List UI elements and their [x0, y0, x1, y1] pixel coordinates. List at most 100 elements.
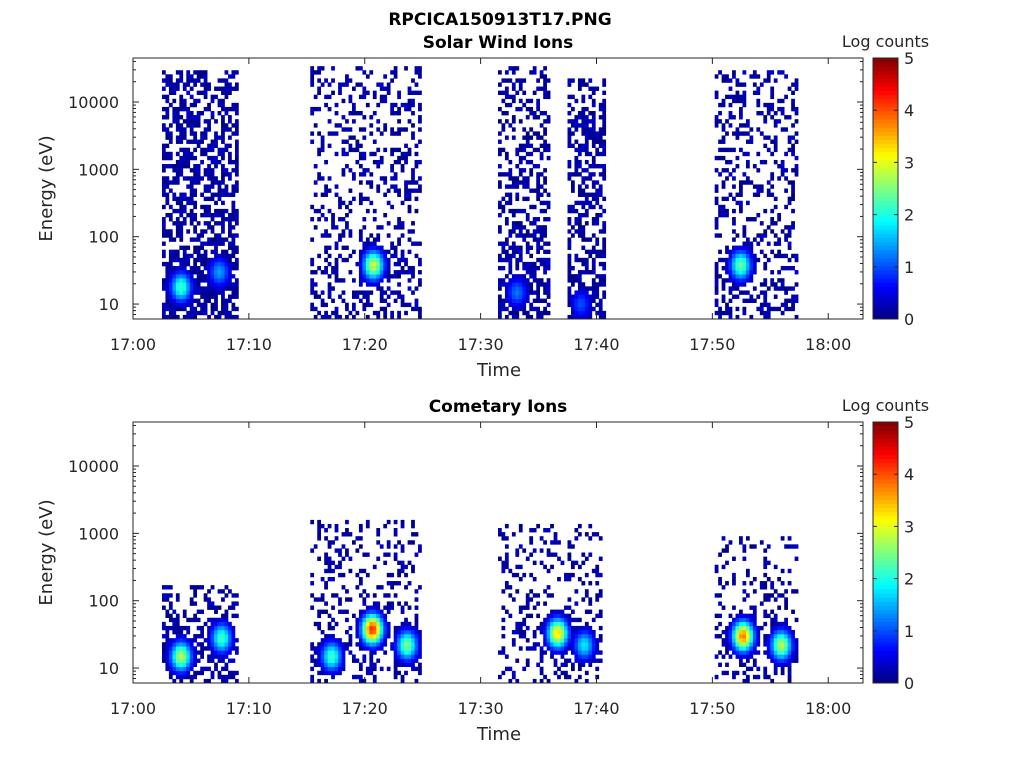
- data-cell: [784, 544, 788, 549]
- data-cell: [584, 265, 589, 271]
- data-cell: [203, 94, 208, 100]
- data-cell: [210, 625, 215, 631]
- data-cell: [390, 601, 395, 606]
- data-cell: [787, 86, 792, 91]
- data-cell: [161, 217, 166, 222]
- data-cell: [728, 642, 733, 647]
- data-cell: [591, 164, 596, 169]
- data-cell: [379, 646, 384, 651]
- data-cell: [324, 265, 328, 271]
- data-cell: [161, 605, 166, 610]
- data-cell: [348, 143, 353, 149]
- data-cell: [557, 556, 561, 561]
- data-cell: [581, 642, 586, 647]
- data-cell: [376, 310, 381, 316]
- data-cell: [182, 82, 187, 87]
- data-cell: [327, 540, 332, 545]
- data-cell: [175, 233, 180, 238]
- data-cell: [550, 609, 554, 614]
- data-cell: [581, 111, 586, 116]
- data-cell: [418, 666, 422, 672]
- data-cell: [379, 306, 384, 312]
- data-cell: [352, 654, 356, 659]
- data-cell: [393, 111, 398, 116]
- data-cell: [400, 249, 405, 255]
- colorbar-tick-label: 0: [904, 674, 914, 693]
- data-cell: [766, 241, 771, 246]
- data-cell: [358, 536, 363, 541]
- data-cell: [504, 184, 509, 189]
- data-cell: [310, 674, 315, 680]
- data-cell: [175, 638, 180, 643]
- data-cell: [588, 253, 593, 259]
- data-cell: [543, 233, 547, 238]
- data-cell: [718, 212, 722, 218]
- data-cell: [515, 225, 520, 230]
- data-cell: [735, 270, 740, 275]
- data-cell: [504, 237, 509, 242]
- data-cell: [193, 290, 198, 295]
- data-cell: [752, 70, 757, 75]
- data-cell: [341, 556, 346, 561]
- data-cell: [393, 290, 398, 295]
- data-cell: [745, 290, 750, 295]
- data-cell: [175, 257, 180, 263]
- data-cell: [217, 257, 222, 263]
- data-cell: [231, 265, 236, 271]
- data-cell: [498, 278, 502, 283]
- data-cell: [763, 585, 768, 590]
- data-cell: [588, 642, 593, 647]
- colorbar-swatch: [873, 670, 898, 676]
- data-cell: [386, 249, 391, 255]
- colorbar-swatch: [873, 475, 898, 480]
- data-cell: [214, 662, 218, 667]
- data-cell: [584, 298, 589, 303]
- data-cell: [577, 274, 582, 279]
- data-cell: [217, 314, 222, 320]
- data-cell: [550, 654, 554, 659]
- data-cell: [539, 70, 544, 75]
- data-cell: [372, 638, 377, 643]
- data-cell: [543, 617, 547, 623]
- data-cell: [372, 282, 377, 287]
- data-cell: [567, 658, 572, 663]
- data-cell: [313, 180, 318, 185]
- data-cell: [721, 147, 726, 153]
- data-cell: [584, 532, 589, 537]
- data-cell: [372, 245, 377, 250]
- data-cell: [404, 642, 408, 647]
- data-cell: [214, 274, 218, 279]
- data-cell: [515, 282, 520, 287]
- data-cell: [773, 589, 778, 594]
- data-cell: [341, 147, 346, 153]
- data-cell: [504, 294, 509, 299]
- data-cell: [714, 94, 719, 100]
- data-cell: [231, 282, 236, 287]
- data-cell: [376, 621, 381, 627]
- data-cell: [165, 111, 170, 116]
- data-cell: [193, 147, 198, 153]
- data-cell: [780, 629, 785, 635]
- data-cell: [196, 74, 201, 79]
- data-cell: [224, 634, 229, 639]
- data-cell: [766, 306, 771, 312]
- data-cell: [189, 290, 194, 295]
- data-cell: [376, 261, 381, 267]
- data-cell: [175, 666, 180, 672]
- colorbar-swatch: [873, 642, 898, 647]
- data-cell: [752, 253, 757, 259]
- data-cell: [397, 662, 401, 667]
- data-cell: [168, 204, 173, 210]
- data-cell: [588, 298, 593, 303]
- data-cell: [390, 204, 395, 210]
- data-cell: [320, 642, 325, 647]
- data-cell: [355, 658, 360, 663]
- data-cell: [598, 274, 603, 279]
- data-cell: [390, 176, 395, 181]
- data-cell: [179, 233, 184, 238]
- data-cell: [379, 642, 384, 647]
- data-cell: [522, 548, 527, 553]
- data-cell: [770, 102, 775, 108]
- data-cell: [763, 613, 768, 619]
- data-cell: [407, 654, 412, 659]
